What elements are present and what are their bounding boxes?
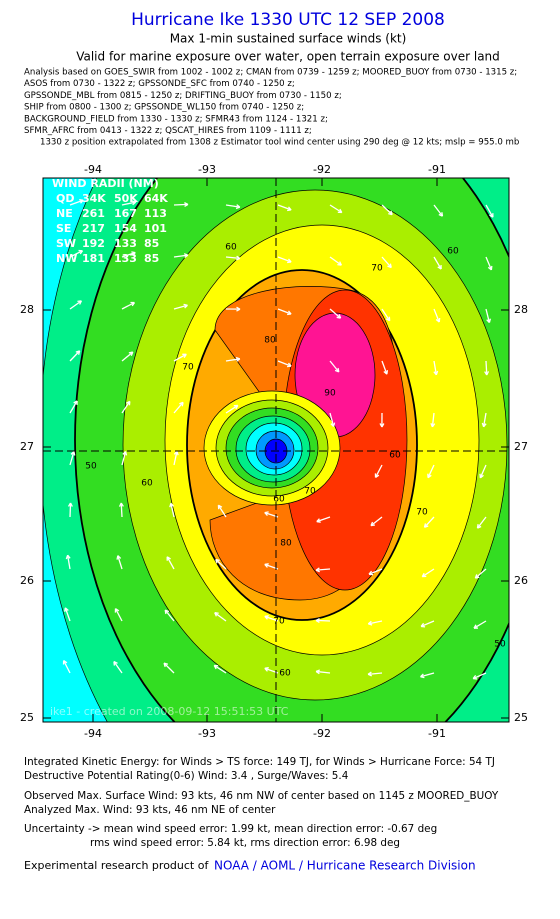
contour-label: 90	[324, 389, 336, 399]
radii-title: WIND RADII (NM)	[52, 177, 159, 190]
footer-line: Integrated Kinetic Energy: for Winds > T…	[24, 756, 495, 768]
lat-tick-label: 28	[20, 303, 34, 316]
radii-cell: 181	[82, 252, 105, 265]
lat-tick-label: 26	[20, 574, 34, 587]
contour-label: 70	[182, 363, 194, 373]
radii-cell: 101	[144, 222, 167, 235]
contour-label: 60	[389, 451, 401, 461]
radii-cell: 64K	[144, 192, 168, 205]
contour-label: 60	[273, 495, 285, 505]
lat-tick-label: 27	[20, 440, 34, 453]
radii-cell: 34K	[82, 192, 106, 205]
footer-line: Destructive Potential Rating(0-6) Wind: …	[24, 770, 349, 782]
contour-label: 80	[264, 336, 276, 346]
contour-label: 50	[85, 462, 97, 472]
radii-cell: 113	[144, 207, 167, 220]
analysis-line: 1330 z position extrapolated from 1308 z…	[40, 138, 519, 148]
watermark: ike1 - created on 2008-09-12 15:51:53 UT…	[50, 705, 289, 718]
lat-tick-label: 25	[514, 711, 528, 724]
contour-label: 70	[304, 487, 316, 497]
lon-tick-label: -93	[198, 727, 216, 740]
lat-tick-label: 27	[514, 440, 528, 453]
contour-label: 60	[279, 669, 291, 679]
lat-tick-label: 26	[514, 574, 528, 587]
lon-tick-label: -92	[313, 163, 331, 176]
analysis-line: SFMR_AFRC from 0413 - 1322 z; QSCAT_HIRE…	[24, 126, 312, 136]
radii-cell: 154	[114, 222, 137, 235]
lat-tick-label: 25	[20, 711, 34, 724]
lon-tick-label: -94	[84, 163, 102, 176]
footer-line: rms wind speed error: 5.84 kt, rms direc…	[90, 837, 400, 849]
valid: Valid for marine exposure over water, op…	[76, 50, 500, 64]
wind-arrow	[70, 503, 71, 517]
lon-tick-label: -93	[198, 163, 216, 176]
lon-tick-label: -91	[428, 727, 446, 740]
radii-cell: 85	[144, 237, 159, 250]
radii-cell: 133	[114, 252, 137, 265]
radii-cell: NW	[56, 252, 77, 265]
contour-label: 70	[371, 264, 383, 274]
contour-label: 70	[416, 508, 428, 518]
analysis-line: ASOS from 0730 - 1322 z; GPSSONDE_SFC fr…	[24, 79, 295, 89]
analysis-line: GPSSONDE_MBL from 0815 - 1250 z; DRIFTIN…	[24, 91, 342, 101]
footer-line: Uncertainty -> mean wind speed error: 1.…	[24, 823, 437, 835]
radii-cell: 133	[114, 237, 137, 250]
radii-cell: SE	[56, 222, 71, 235]
contour-label: 60	[447, 247, 459, 257]
radii-cell: SW	[56, 237, 76, 250]
analysis-line: Analysis based on GOES_SWIR from 1002 - …	[24, 68, 517, 78]
footer-line: Observed Max. Surface Wind: 93 kts, 46 n…	[24, 790, 499, 802]
radii-cell: 167	[114, 207, 137, 220]
radii-cell: 192	[82, 237, 105, 250]
footer-line: Analyzed Max. Wind: 93 kts, 46 nm NE of …	[24, 804, 276, 816]
radii-cell: 261	[82, 207, 105, 220]
radii-cell: 50K	[114, 192, 138, 205]
wind-arrow	[316, 620, 330, 621]
org: NOAA / AOML / Hurricane Research Divisio…	[214, 859, 476, 873]
lon-tick-label: -94	[84, 727, 102, 740]
contour-label: 60	[225, 243, 237, 253]
analysis-line: BACKGROUND_FIELD from 1330 - 1330 z; SFM…	[24, 114, 328, 124]
title: Hurricane Ike 1330 UTC 12 SEP 2008	[131, 10, 445, 30]
analysis-line: SHIP from 0800 - 1300 z; GPSSONDE_WL150 …	[24, 103, 304, 113]
contour-label: 50	[494, 640, 506, 650]
radii-cell: QD	[56, 192, 74, 205]
radii-cell: 85	[144, 252, 159, 265]
radii-cell: 217	[82, 222, 105, 235]
credit: Experimental research product of	[24, 859, 209, 872]
lon-tick-label: -92	[313, 727, 331, 740]
contour-label: 60	[141, 479, 153, 489]
contour-label: 80	[280, 539, 292, 549]
lon-tick-label: -91	[428, 163, 446, 176]
radii-cell: NE	[56, 207, 73, 220]
lat-tick-label: 28	[514, 303, 528, 316]
contour-label: 70	[273, 617, 285, 627]
subtitle: Max 1-min sustained surface winds (kt)	[170, 32, 407, 46]
